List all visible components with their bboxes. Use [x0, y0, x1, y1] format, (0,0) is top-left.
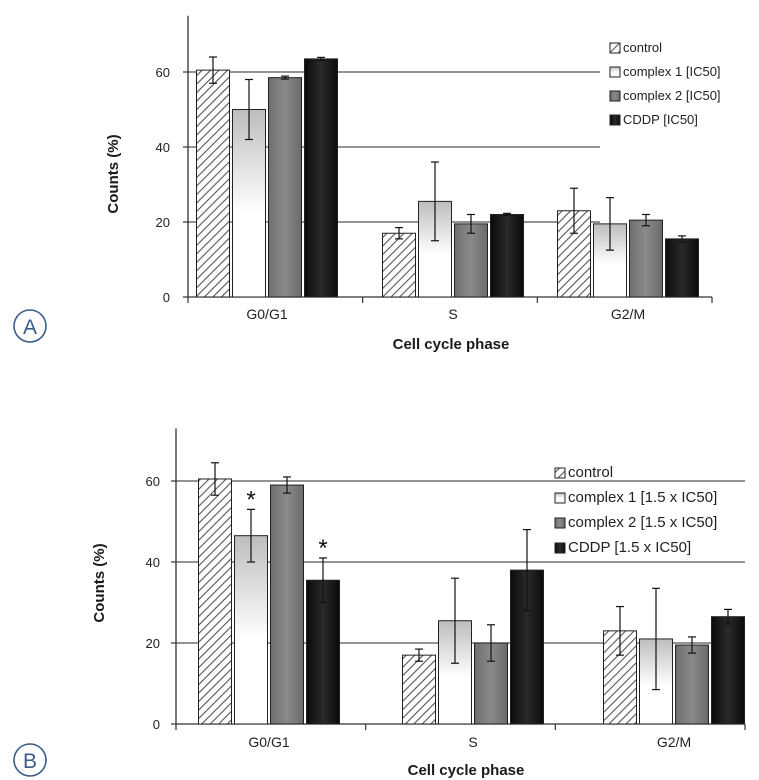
- x-tick-label: G0/G1: [248, 734, 289, 750]
- panel-b-legend: control complex 1 [1.5 x IC50] complex 2 […: [554, 464, 717, 556]
- y-tick-label: 60: [156, 65, 170, 80]
- bar: [304, 58, 338, 298]
- y-tick-label: 40: [156, 140, 170, 155]
- legend-label: complex 2 [IC50]: [623, 88, 721, 103]
- panel-b-bars: [198, 478, 745, 725]
- significance-star: *: [246, 486, 255, 513]
- significance-star: *: [318, 535, 327, 562]
- y-tick-label: 20: [146, 636, 160, 651]
- bar: [306, 579, 340, 725]
- y-tick-label: 0: [153, 717, 160, 732]
- bar: [675, 644, 709, 725]
- panel-b-tick-labels: 0 20 40 60 G0/G1 S G2/M: [146, 474, 692, 750]
- legend-label: CDDP [1.5 x IC50]: [568, 539, 691, 556]
- bar: [196, 69, 230, 298]
- bar: [665, 238, 699, 298]
- legend-swatch: [609, 66, 621, 78]
- legend-swatch: [609, 114, 621, 126]
- bar: [232, 109, 266, 298]
- bar: [382, 232, 416, 298]
- legend-label: control: [568, 464, 613, 481]
- bar: [418, 200, 452, 298]
- panel-a-letter: A: [23, 316, 37, 339]
- bar: [198, 478, 232, 725]
- legend-swatch: [554, 542, 566, 554]
- panel-a-legend: control complex 1 [IC50] complex 2 [IC50] C…: [609, 40, 721, 127]
- legend-label: control: [623, 40, 662, 55]
- x-tick-label: G2/M: [657, 734, 691, 750]
- y-tick-label: 40: [146, 555, 160, 570]
- panel-b-xlabel: Cell cycle phase: [408, 762, 525, 779]
- panel-a-tick-labels: 0 20 40 60 G0/G1 S G2/M: [156, 65, 646, 322]
- x-tick-label: G2/M: [611, 306, 645, 322]
- legend-swatch: [554, 467, 566, 479]
- panel-b-error-bars: [211, 462, 732, 691]
- bar: [593, 223, 627, 298]
- legend-swatch: [609, 90, 621, 102]
- bar: [270, 484, 304, 725]
- panel-b: 0 20 40 60 G0/G1 S G2/M control complex 1 [1.5 …: [13, 428, 746, 779]
- legend-swatch: [609, 42, 621, 54]
- panel-a-ylabel: Counts (%): [105, 134, 122, 213]
- legend-label: complex 2 [1.5 x IC50]: [568, 514, 717, 531]
- x-tick-label: G0/G1: [246, 306, 287, 322]
- bar: [234, 535, 268, 725]
- bar: [629, 219, 663, 298]
- bar: [402, 654, 436, 725]
- legend-label: complex 1 [1.5 x IC50]: [568, 489, 717, 506]
- panel-b-annotations: **: [246, 486, 327, 562]
- panel-a-bars: [196, 58, 699, 298]
- y-tick-label: 20: [156, 215, 170, 230]
- panel-a-label-badge: A: [13, 309, 47, 343]
- x-tick-label: S: [448, 306, 457, 322]
- panel-a: 0 20 40 60 G0/G1 S G2/M control complex 1 [IC50…: [13, 15, 721, 353]
- panel-b-letter: B: [23, 750, 37, 773]
- legend-swatch: [554, 492, 566, 504]
- panel-a-error-bars: [209, 56, 686, 251]
- bar: [490, 214, 524, 298]
- panel-b-label-badge: B: [13, 743, 47, 777]
- panel-a-xlabel: Cell cycle phase: [393, 336, 510, 353]
- bar: [454, 223, 488, 298]
- x-tick-label: S: [468, 734, 477, 750]
- panel-b-ylabel: Counts (%): [91, 543, 108, 622]
- y-tick-label: 60: [146, 474, 160, 489]
- legend-label: CDDP [IC50]: [623, 112, 698, 127]
- legend-swatch: [554, 517, 566, 529]
- y-tick-label: 0: [163, 290, 170, 305]
- bar: [268, 77, 302, 298]
- legend-label: complex 1 [IC50]: [623, 64, 721, 79]
- bar: [711, 616, 745, 725]
